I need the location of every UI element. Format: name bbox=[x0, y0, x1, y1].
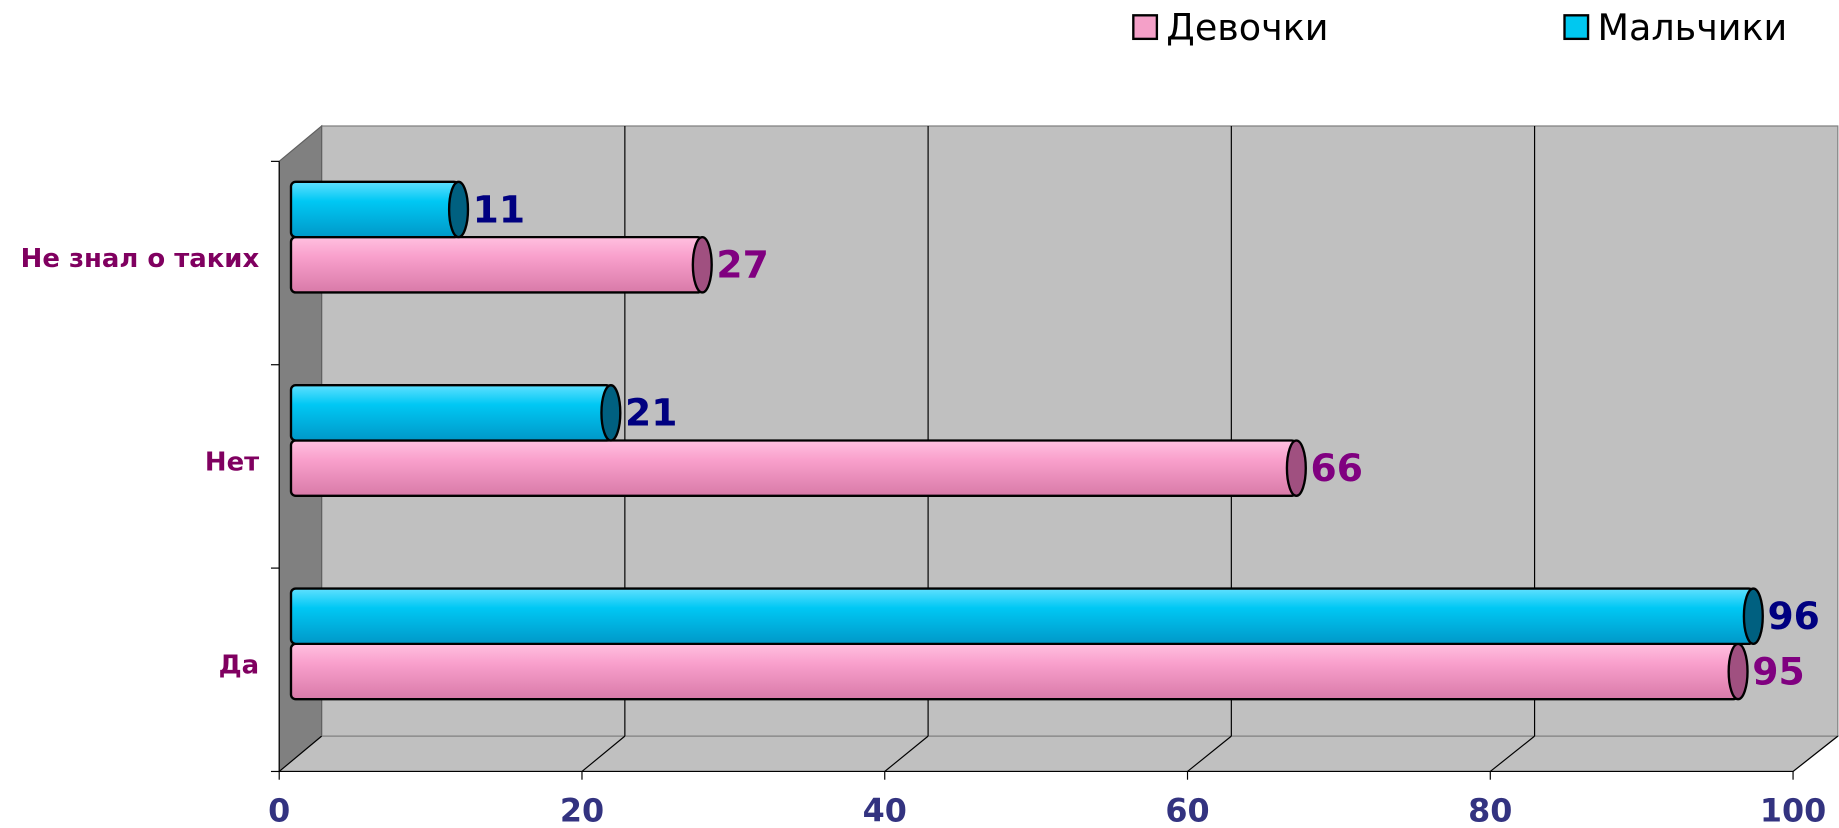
bar-cap bbox=[600, 383, 622, 442]
bar-cap bbox=[447, 180, 470, 239]
y-tick-label: Не знал о таких bbox=[21, 244, 260, 274]
x-tick-label: 80 bbox=[1468, 793, 1512, 828]
bar bbox=[289, 587, 1764, 646]
floor-grid-line bbox=[884, 735, 929, 772]
bar-body bbox=[289, 642, 1740, 701]
data-label: 27 bbox=[716, 243, 768, 287]
bar bbox=[289, 642, 1749, 701]
floor-grid-line bbox=[1792, 735, 1839, 772]
bar-cap bbox=[1742, 587, 1764, 646]
bar-body bbox=[289, 180, 460, 239]
y-tick-label: Нет bbox=[205, 447, 259, 477]
floor-grid-line bbox=[1489, 735, 1535, 772]
data-label: 11 bbox=[473, 187, 525, 231]
bar-cap bbox=[1727, 642, 1749, 701]
data-label: 21 bbox=[625, 391, 677, 435]
floor-grid-line bbox=[581, 735, 626, 772]
bar bbox=[289, 180, 470, 239]
bar-body bbox=[289, 439, 1298, 498]
bar-body bbox=[289, 587, 1755, 646]
floor bbox=[277, 735, 1839, 773]
legend-swatch bbox=[1132, 14, 1159, 41]
bar-body bbox=[289, 235, 704, 294]
legend-swatch bbox=[1563, 14, 1590, 41]
x-tick-label: 40 bbox=[863, 793, 907, 828]
x-tick-label: 0 bbox=[268, 793, 290, 828]
bar-body bbox=[289, 383, 613, 442]
data-label: 96 bbox=[1767, 594, 1819, 638]
bar bbox=[289, 439, 1307, 498]
bar-cap bbox=[691, 235, 713, 294]
bar bbox=[289, 383, 622, 442]
floor-grid-line bbox=[1187, 735, 1232, 772]
data-label: 66 bbox=[1310, 446, 1362, 490]
x-tick-label: 20 bbox=[560, 793, 604, 828]
legend-label: Мальчики bbox=[1597, 6, 1787, 49]
bar-cap bbox=[1285, 439, 1307, 498]
data-label: 95 bbox=[1752, 649, 1804, 693]
legend-label: Девочки bbox=[1166, 6, 1328, 49]
y-tick-label: Да bbox=[219, 651, 260, 681]
floor-grid-line bbox=[278, 735, 322, 772]
x-tick-label: 100 bbox=[1760, 793, 1826, 828]
x-tick-label: 60 bbox=[1165, 793, 1209, 828]
bar bbox=[289, 235, 713, 294]
